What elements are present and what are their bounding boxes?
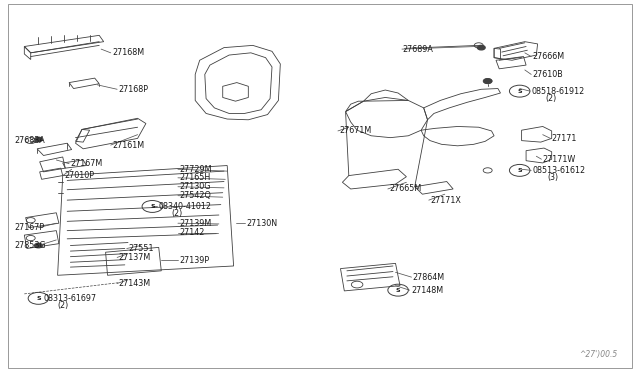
Text: 27148M: 27148M <box>411 286 443 295</box>
Text: 27168P: 27168P <box>118 85 148 94</box>
Circle shape <box>484 79 492 83</box>
Text: 08340-41012: 08340-41012 <box>159 202 212 211</box>
Circle shape <box>35 243 42 248</box>
Text: 27683A: 27683A <box>14 136 45 145</box>
Text: 27542Q: 27542Q <box>179 191 211 200</box>
Text: 27130N: 27130N <box>246 219 278 228</box>
Text: 27729M: 27729M <box>179 165 212 174</box>
Text: S: S <box>396 288 401 293</box>
Text: 27143M: 27143M <box>118 279 150 288</box>
Circle shape <box>35 137 42 142</box>
Text: 27171: 27171 <box>552 134 577 143</box>
FancyBboxPatch shape <box>8 4 632 368</box>
Text: 08513-61612: 08513-61612 <box>532 166 586 175</box>
Text: 27137M: 27137M <box>118 253 150 262</box>
Text: 27167P: 27167P <box>14 223 44 232</box>
Text: 27666M: 27666M <box>532 52 564 61</box>
Text: 27171X: 27171X <box>430 196 461 205</box>
Text: S: S <box>517 89 522 94</box>
Text: 27142: 27142 <box>179 228 205 237</box>
Text: 27864M: 27864M <box>413 273 445 282</box>
Text: ^27')00.5: ^27')00.5 <box>579 350 618 359</box>
Text: (3): (3) <box>547 173 558 182</box>
Text: 27853G: 27853G <box>14 241 45 250</box>
Text: 27139M: 27139M <box>179 219 211 228</box>
Text: 27665M: 27665M <box>389 185 421 193</box>
Text: 08313-61697: 08313-61697 <box>44 294 97 303</box>
Text: 27671M: 27671M <box>339 126 371 135</box>
Text: (2): (2) <box>58 301 69 310</box>
Text: 27165H: 27165H <box>179 173 211 182</box>
Text: S: S <box>517 168 522 173</box>
Text: 08518-61912: 08518-61912 <box>531 87 584 96</box>
Text: S: S <box>36 296 41 301</box>
Text: 27010P: 27010P <box>64 171 94 180</box>
Text: 27171W: 27171W <box>543 155 576 164</box>
Text: 27167M: 27167M <box>70 159 102 168</box>
Text: 27610B: 27610B <box>532 70 563 79</box>
Text: (2): (2) <box>172 209 183 218</box>
Text: (2): (2) <box>545 94 557 103</box>
Text: 27168M: 27168M <box>112 48 144 57</box>
Text: 27551: 27551 <box>128 244 154 253</box>
Text: 27161M: 27161M <box>112 141 144 150</box>
Text: 27139P: 27139P <box>179 256 209 265</box>
Circle shape <box>477 45 485 50</box>
Text: S: S <box>150 204 155 209</box>
Text: 27689A: 27689A <box>402 45 433 54</box>
Text: 27130G: 27130G <box>179 182 211 191</box>
